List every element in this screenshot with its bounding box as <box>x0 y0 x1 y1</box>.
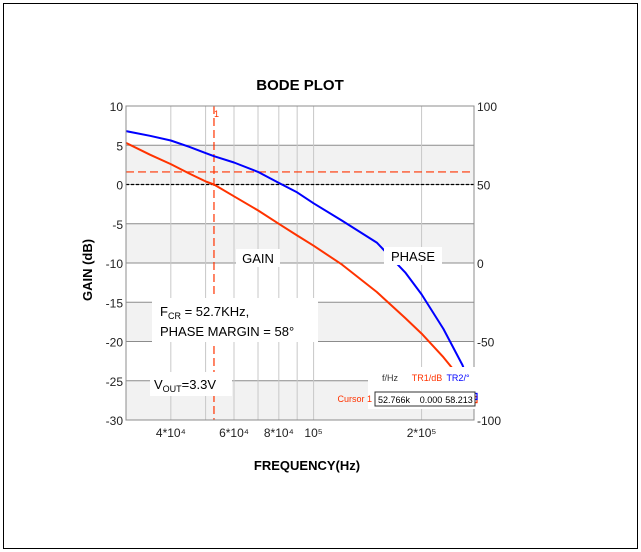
cursor-row-box <box>374 391 476 407</box>
header-frequency: f/Hz <box>382 373 399 383</box>
phase-label-box: PHASE <box>384 247 442 265</box>
y2-tick-label: -100 <box>477 414 501 428</box>
cursor-frequency-value: 52.766k <box>378 395 411 405</box>
x-tick-label: 10⁵ <box>304 426 322 440</box>
vout-annotation: VOUT=3.3V <box>150 372 232 396</box>
x-tick-label: 2*10⁵ <box>407 426 437 440</box>
gain-curve <box>125 142 475 401</box>
left-axis-ticks: 10 5 0 -5 -10 -15 -20 -25 -30 <box>106 100 124 428</box>
x-tick-label: 8*10⁴ <box>264 426 294 440</box>
y-tick-label: -15 <box>106 296 124 310</box>
y-tick-label: -25 <box>106 375 124 389</box>
y-tick-label: -10 <box>106 257 124 271</box>
y-tick-label: -20 <box>106 336 124 350</box>
cursor-marker-label: 1 <box>214 109 219 119</box>
x-axis-title: FREQUENCY(Hz) <box>254 458 360 473</box>
gain-label-box: GAIN <box>236 249 280 267</box>
cursor-readout-table: f/Hz TR1/dB TR2/° Cursor 1 52.766k 0.000… <box>337 367 476 409</box>
vout-text: VOUT=3.3V <box>154 377 216 394</box>
y-tick-label: 0 <box>116 179 123 193</box>
header-trace1: TR1/dB <box>412 373 443 383</box>
plot-border <box>125 105 475 421</box>
y-tick-label: 5 <box>116 139 123 153</box>
x-tick-label: 6*10⁴ <box>219 426 249 440</box>
phase-label: PHASE <box>391 249 435 264</box>
phase-margin-text: PHASE MARGIN = 58° <box>160 324 294 339</box>
cursor-row-label: Cursor 1 <box>337 394 372 404</box>
y-tick-label: -30 <box>106 414 124 428</box>
x-tick-label: 4*10⁴ <box>156 426 186 440</box>
crossover-annotation: FCR = 52.7KHz, PHASE MARGIN = 58° <box>152 298 318 342</box>
cursor-phase-value: 58.213 <box>445 395 473 405</box>
gain-label: GAIN <box>242 251 274 266</box>
chart-title: BODE PLOT <box>256 77 344 94</box>
grid-band <box>126 145 474 185</box>
y-tick-label: 10 <box>110 100 124 114</box>
header-trace2: TR2/° <box>446 373 470 383</box>
phase-curve <box>125 130 475 397</box>
y2-tick-label: 0 <box>477 257 484 271</box>
y-axis-title: GAIN (dB) <box>80 239 95 301</box>
y2-tick-label: 50 <box>477 179 491 193</box>
right-axis-ticks: 100 50 0 -50 -100 <box>477 100 501 428</box>
fcr-text: FCR = 52.7KHz, <box>160 304 249 321</box>
y-tick-label: -5 <box>112 218 123 232</box>
x-axis-ticks: 4*10⁴ 6*10⁴ 8*10⁴ 10⁵ 2*10⁵ <box>156 426 437 440</box>
reference-lines <box>126 106 474 420</box>
y2-tick-label: 100 <box>477 100 497 114</box>
cursor-gain-value: 0.000 <box>420 395 443 405</box>
y2-tick-label: -50 <box>477 336 495 350</box>
